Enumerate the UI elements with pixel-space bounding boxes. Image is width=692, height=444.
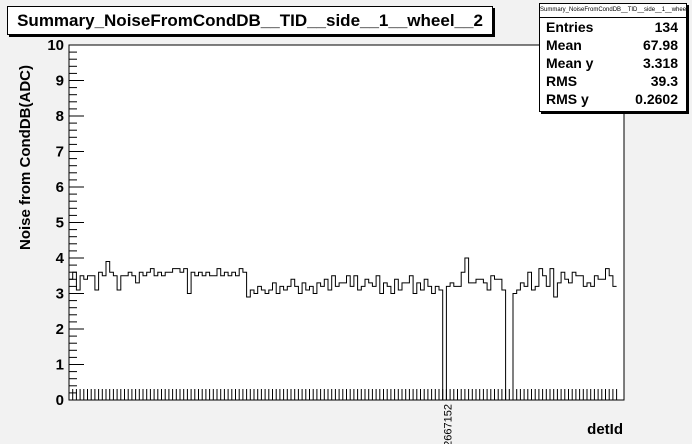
x-axis-title: detId xyxy=(587,421,623,438)
stats-value: 39.3 xyxy=(650,73,678,89)
plot-frame xyxy=(68,44,625,401)
stats-row-entries: Entries 134 xyxy=(540,18,686,36)
stats-value: 0.2602 xyxy=(635,91,678,107)
y-tick-label: 6 xyxy=(56,179,64,196)
stats-key: RMS xyxy=(546,73,578,89)
y-tick-label: 2 xyxy=(56,321,64,338)
stats-key: Mean xyxy=(546,37,582,53)
y-tick-label: 9 xyxy=(56,73,64,90)
stats-value: 67.98 xyxy=(642,37,678,53)
y-tick-label: 8 xyxy=(56,108,64,125)
y-tick-label: 1 xyxy=(56,357,64,374)
stats-row-rms-y: RMS y 0.2602 xyxy=(540,90,686,108)
y-axis: 0 1 2 3 4 5 6 7 8 9 10 xyxy=(47,37,84,409)
stats-box-title: Summary_NoiseFromCondDB__TID__side__1__w… xyxy=(540,4,686,18)
y-tick-label: 4 xyxy=(56,250,65,267)
y-tick-label: 3 xyxy=(56,286,64,303)
y-axis-title: Noise from CondDB(ADC) xyxy=(17,65,34,250)
x-tick-label: 2667152 xyxy=(442,404,454,444)
stats-row-rms: RMS 39.3 xyxy=(540,72,686,90)
stats-row-mean-y: Mean y 3.318 xyxy=(540,54,686,72)
histogram-title: Summary_NoiseFromCondDB__TID__side__1__w… xyxy=(7,6,493,35)
y-tick-label: 5 xyxy=(56,215,64,232)
x-axis: 2667152 xyxy=(68,389,618,444)
y-tick-label: 7 xyxy=(56,144,64,161)
stats-key: Mean y xyxy=(546,55,594,71)
stats-row-mean: Mean 67.98 xyxy=(540,36,686,54)
y-tick-label: 10 xyxy=(47,37,64,54)
stats-value: 3.318 xyxy=(642,55,678,71)
stats-value: 134 xyxy=(654,19,678,35)
y-tick-label: 0 xyxy=(56,392,64,409)
stats-key: Entries xyxy=(546,19,594,35)
stats-key: RMS y xyxy=(546,91,589,107)
histogram-line xyxy=(69,257,617,401)
stats-box: Summary_NoiseFromCondDB__TID__side__1__w… xyxy=(539,3,687,112)
